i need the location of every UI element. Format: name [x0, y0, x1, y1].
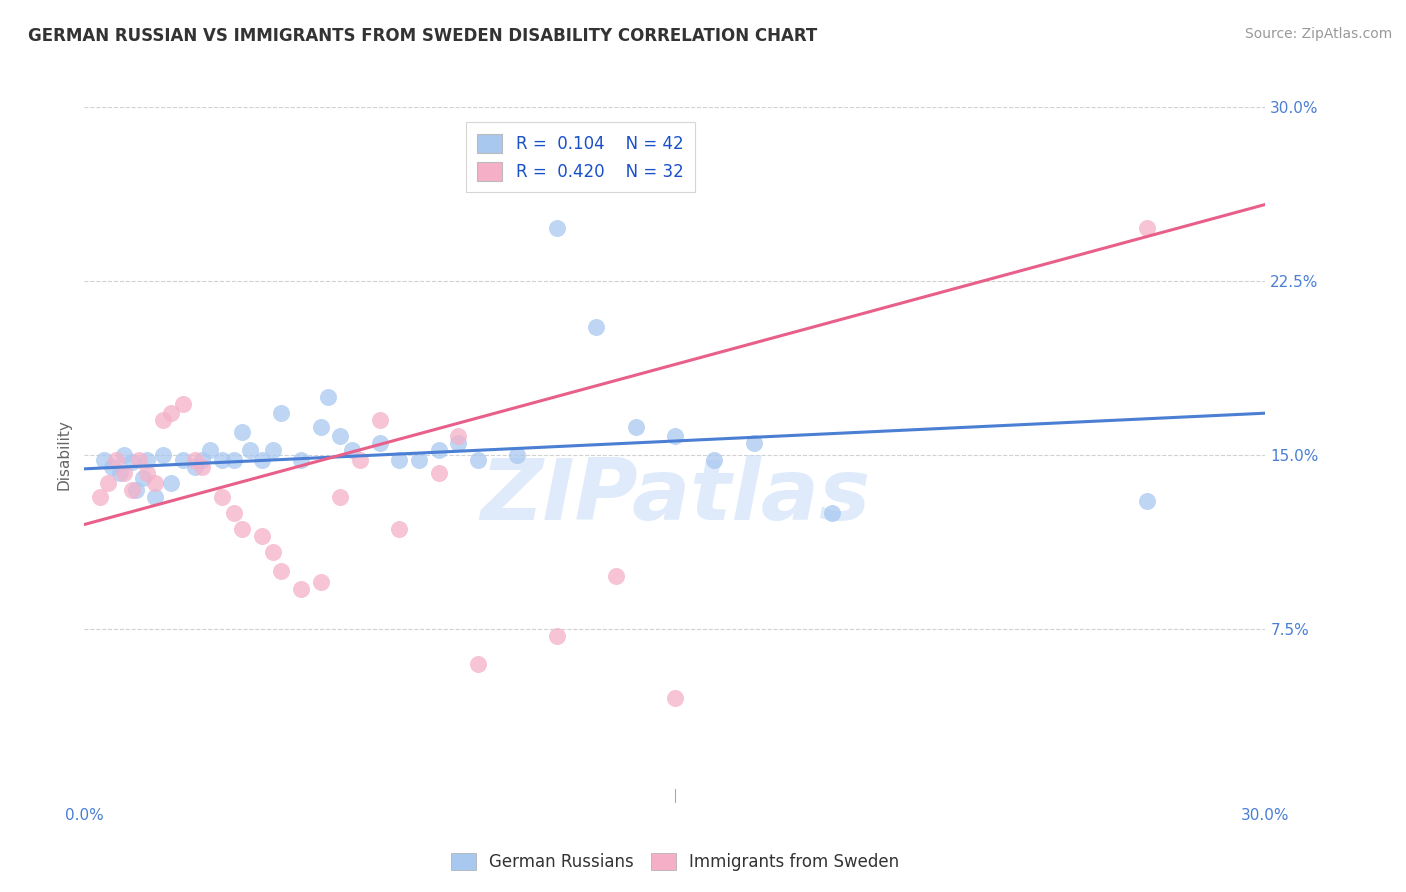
Point — [262, 545, 284, 559]
Text: Source: ZipAtlas.com: Source: ZipAtlas.com — [1244, 27, 1392, 41]
Point — [546, 629, 568, 643]
Point — [143, 490, 166, 504]
Point — [262, 443, 284, 458]
Point — [136, 467, 159, 481]
Point — [128, 452, 150, 467]
Point — [349, 452, 371, 467]
Point — [160, 475, 183, 490]
Point — [183, 459, 205, 474]
Point — [329, 429, 352, 443]
Point — [104, 452, 127, 467]
Point — [101, 459, 124, 474]
Point — [427, 467, 450, 481]
Point — [703, 452, 725, 467]
Point — [340, 443, 363, 458]
Point — [290, 452, 312, 467]
Point — [97, 475, 120, 490]
Point — [388, 522, 411, 536]
Point — [172, 397, 194, 411]
Point — [152, 448, 174, 462]
Point — [239, 443, 262, 458]
Point — [191, 459, 214, 474]
Point — [368, 413, 391, 427]
Point — [318, 390, 340, 404]
Y-axis label: Disability: Disability — [56, 419, 72, 491]
Point — [211, 490, 233, 504]
Point — [250, 452, 273, 467]
Point — [152, 413, 174, 427]
Point — [664, 429, 686, 443]
Point — [467, 657, 489, 671]
Point — [93, 452, 115, 467]
Point — [124, 483, 146, 497]
Point — [89, 490, 111, 504]
Point — [1136, 494, 1159, 508]
Point — [270, 406, 292, 420]
Point — [136, 452, 159, 467]
Point — [112, 448, 135, 462]
Point — [160, 406, 183, 420]
Point — [742, 436, 765, 450]
Point — [664, 691, 686, 706]
Point — [368, 436, 391, 450]
Point — [506, 448, 529, 462]
Point — [447, 436, 470, 450]
Point — [388, 452, 411, 467]
Point — [329, 490, 352, 504]
Point — [821, 506, 844, 520]
Point — [121, 483, 143, 497]
Point — [231, 425, 253, 439]
Point — [290, 582, 312, 597]
Point — [408, 452, 430, 467]
Point — [309, 420, 332, 434]
Point — [270, 564, 292, 578]
Point — [222, 506, 245, 520]
Point — [546, 220, 568, 235]
Point — [1136, 220, 1159, 235]
Point — [172, 452, 194, 467]
Point — [183, 452, 205, 467]
Point — [250, 529, 273, 543]
Point — [231, 522, 253, 536]
Point — [191, 452, 214, 467]
Point — [200, 443, 222, 458]
Text: GERMAN RUSSIAN VS IMMIGRANTS FROM SWEDEN DISABILITY CORRELATION CHART: GERMAN RUSSIAN VS IMMIGRANTS FROM SWEDEN… — [28, 27, 817, 45]
Point — [447, 429, 470, 443]
Point — [605, 568, 627, 582]
Point — [143, 475, 166, 490]
Point — [132, 471, 155, 485]
Point — [624, 420, 647, 434]
Point — [211, 452, 233, 467]
Point — [309, 575, 332, 590]
Point — [112, 467, 135, 481]
Point — [121, 455, 143, 469]
Text: ZIPatlas: ZIPatlas — [479, 455, 870, 538]
Point — [222, 452, 245, 467]
Legend: R =  0.104    N = 42, R =  0.420    N = 32: R = 0.104 N = 42, R = 0.420 N = 32 — [465, 122, 695, 193]
Point — [427, 443, 450, 458]
Point — [108, 467, 131, 481]
Point — [585, 320, 607, 334]
Point — [467, 452, 489, 467]
